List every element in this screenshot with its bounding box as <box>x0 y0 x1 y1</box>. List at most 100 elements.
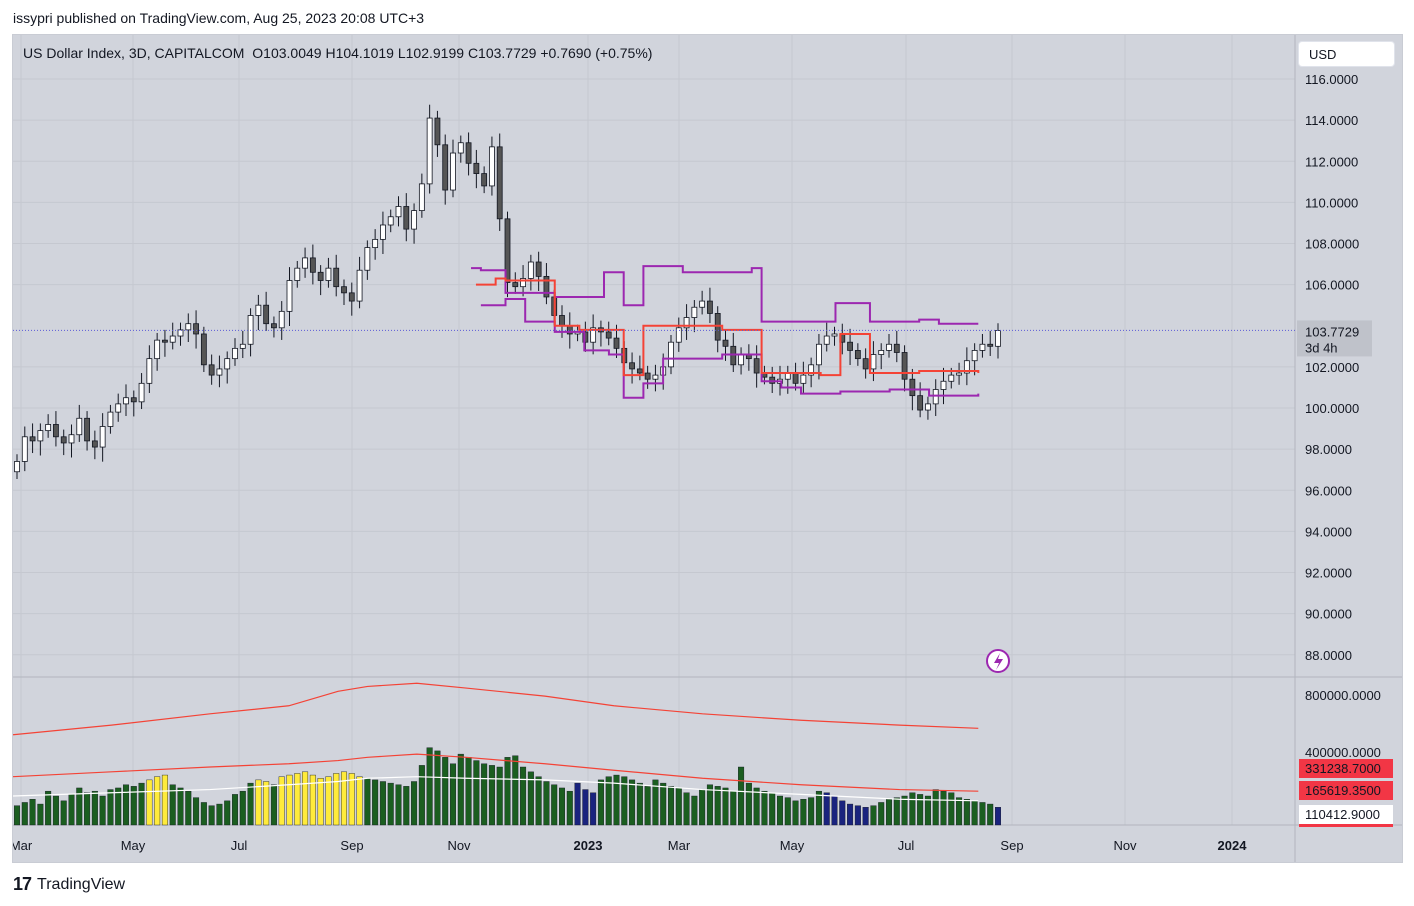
volume-bar <box>21 802 28 826</box>
volume-bar <box>395 784 402 826</box>
price-tick-label: 108.0000 <box>1305 237 1359 252</box>
volume-bar <box>278 776 285 826</box>
volume-bar <box>177 787 184 826</box>
candle-body <box>37 430 44 442</box>
time-tick-label: Jul <box>898 838 915 853</box>
ohlc-change: +0.7690 (+0.75%) <box>540 45 653 61</box>
volume-bar <box>862 807 869 826</box>
candle-body <box>675 327 682 343</box>
candle-body <box>629 362 635 370</box>
candle-body <box>590 327 597 343</box>
time-tick-label: Mar <box>13 838 33 853</box>
volume-bar <box>372 779 379 826</box>
time-tick-label: Mar <box>668 838 691 853</box>
candle-body <box>543 275 550 298</box>
volume-bar <box>465 757 472 826</box>
candle-body <box>450 152 456 191</box>
volume-bar <box>714 786 721 826</box>
volume-bar <box>37 803 44 826</box>
volume-bar <box>496 766 503 826</box>
time-tick-label: 2023 <box>574 838 603 853</box>
volume-bar <box>956 797 963 826</box>
volume-bar <box>699 789 706 826</box>
candle-body <box>481 173 488 187</box>
volume-bar <box>60 800 67 826</box>
candle-body <box>995 330 1001 347</box>
candle-body <box>893 343 900 353</box>
candle-body <box>886 343 892 351</box>
volume-bar <box>597 779 604 826</box>
volume-bar <box>29 799 36 826</box>
volume-bar <box>387 782 394 826</box>
volume-bar <box>559 787 566 826</box>
volume-bar <box>309 774 316 826</box>
volume-bar <box>450 763 457 826</box>
candle-body <box>465 142 472 164</box>
candle-body <box>878 350 885 355</box>
volume-ma-white <box>13 776 979 802</box>
volume-bar <box>239 790 246 826</box>
volume-bar <box>341 771 348 826</box>
candle-body <box>200 333 207 366</box>
candle-body <box>520 278 526 288</box>
volume-bar <box>847 803 854 826</box>
channel-midline <box>475 277 980 377</box>
volume-bar <box>613 774 620 826</box>
volume-bar <box>940 790 947 826</box>
volume-bar <box>200 802 207 826</box>
volume-bar <box>403 786 410 826</box>
candle-body <box>45 424 52 432</box>
volume-bar <box>527 771 534 826</box>
candle-body <box>29 436 36 442</box>
volume-bar <box>761 790 768 826</box>
candle-body <box>847 341 853 351</box>
publisher-line: issypri published on TradingView.com, Au… <box>13 10 425 26</box>
volume-badge <box>1299 805 1393 824</box>
volume-bar <box>348 773 355 826</box>
volume-bar <box>745 782 752 826</box>
volume-bar <box>777 795 784 826</box>
volume-badge <box>1299 781 1393 800</box>
volume-bar <box>325 776 332 826</box>
footer-brand-label: TradingView <box>37 875 126 893</box>
footer-brand[interactable]: 17 TradingView <box>13 874 125 895</box>
volume-bar <box>987 803 994 826</box>
candle-body <box>925 403 931 411</box>
volume-bar <box>574 782 581 826</box>
ohlc-low: L102.9199 <box>397 45 465 61</box>
volume-bar <box>668 786 675 826</box>
candle-body <box>699 300 706 308</box>
volume-bar <box>683 792 690 826</box>
candle-body <box>489 146 495 187</box>
volume-bar <box>14 805 20 826</box>
chart-frame[interactable]: 116.0000 114.0000 112.0000 110.0000 108.0000… <box>12 34 1403 863</box>
time-tick-label: 2024 <box>1218 838 1248 853</box>
volume-bar <box>831 795 838 826</box>
price-tick-label: 112.0000 <box>1305 154 1358 169</box>
candle-body <box>115 403 122 413</box>
volume-bar <box>893 797 900 826</box>
currency-button[interactable]: USD <box>1298 41 1395 67</box>
candle-body <box>823 335 830 345</box>
candle-body <box>309 257 316 273</box>
candle-body <box>512 282 519 288</box>
volume-bar <box>815 790 822 826</box>
chart-svg[interactable]: 116.0000 114.0000 112.0000 110.0000 108.0000… <box>13 35 1402 862</box>
candle-body <box>457 142 464 154</box>
candle-body <box>730 345 737 366</box>
candle-body <box>636 368 643 374</box>
volume-bar <box>932 789 939 826</box>
candle-body <box>60 436 67 444</box>
candle-body <box>76 417 83 436</box>
candle-body <box>722 339 729 347</box>
time-tick-label: Sep <box>340 838 363 853</box>
candle-body <box>582 331 589 343</box>
symbol-legend: US Dollar Index, 3D, CAPITALCOM O103.004… <box>23 45 652 61</box>
volume-bar <box>870 805 877 826</box>
ohlc-close: C103.7729 <box>467 45 537 61</box>
volume-bar <box>738 766 745 826</box>
candle-body <box>504 218 511 283</box>
candle-body <box>14 461 20 473</box>
volume-bar <box>706 784 713 826</box>
volume-bar <box>68 794 75 826</box>
